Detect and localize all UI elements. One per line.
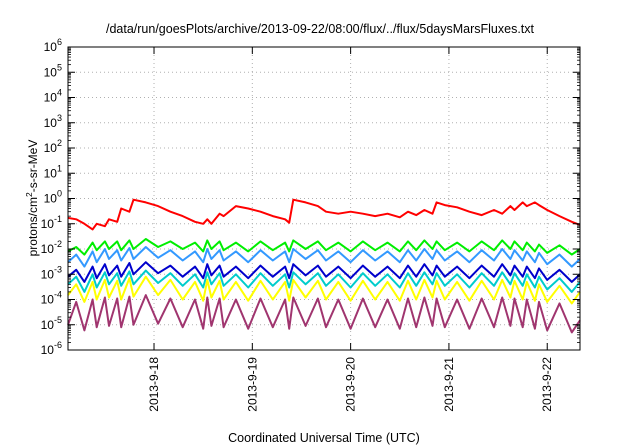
y-tick-label: 106 [44,37,62,54]
y-tick-label: 104 [44,88,62,105]
series-line-7 [67,294,581,334]
series-line-6 [67,275,581,305]
y-tick-labels: 10-6 10-5 10-4 10-3 10-2 10-1 100 101 102 103 104 1… [41,37,62,357]
x-tick-label: 2013-9-19 [245,357,259,412]
x-tick-label: 2013-9-22 [540,357,554,412]
series-layer [67,198,581,334]
y-tick-label: 102 [44,138,62,155]
x-tick-labels: 2013-9-18 2013-9-19 2013-9-20 2013-9-21 2013… [147,357,554,412]
y-tick-label: 10-5 [41,315,62,332]
x-tick-label: 2013-9-21 [442,357,456,412]
series-line-5 [67,269,581,293]
chart-title: /data/run/goesPlots/archive/2013-09-22/0… [106,22,535,36]
y-tick-label: 10-1 [41,214,62,231]
y-tick-label: 103 [44,113,62,130]
y-tick-label: 105 [44,62,62,79]
x-tick-label: 2013-9-20 [344,357,358,412]
plot-frame [67,46,581,351]
series-line-4 [67,261,581,283]
y-tick-label: 101 [44,163,62,180]
x-axis-label: Coordinated Universal Time (UTC) [228,431,420,445]
axes [67,46,581,351]
x-tick-label: 2013-9-18 [147,357,161,412]
series-line-2 [67,238,581,256]
y-tick-label: 10-2 [41,239,62,256]
series-line-1 [67,198,581,231]
y-axis-label: protons/cm2-s-sr-MeV [24,140,40,257]
y-tick-label: 10-3 [41,264,62,281]
series-line-3 [67,246,581,268]
y-tick-label: 10-6 [41,340,62,357]
y-tick-label: 10-4 [41,290,62,307]
y-tick-label: 100 [44,189,62,206]
